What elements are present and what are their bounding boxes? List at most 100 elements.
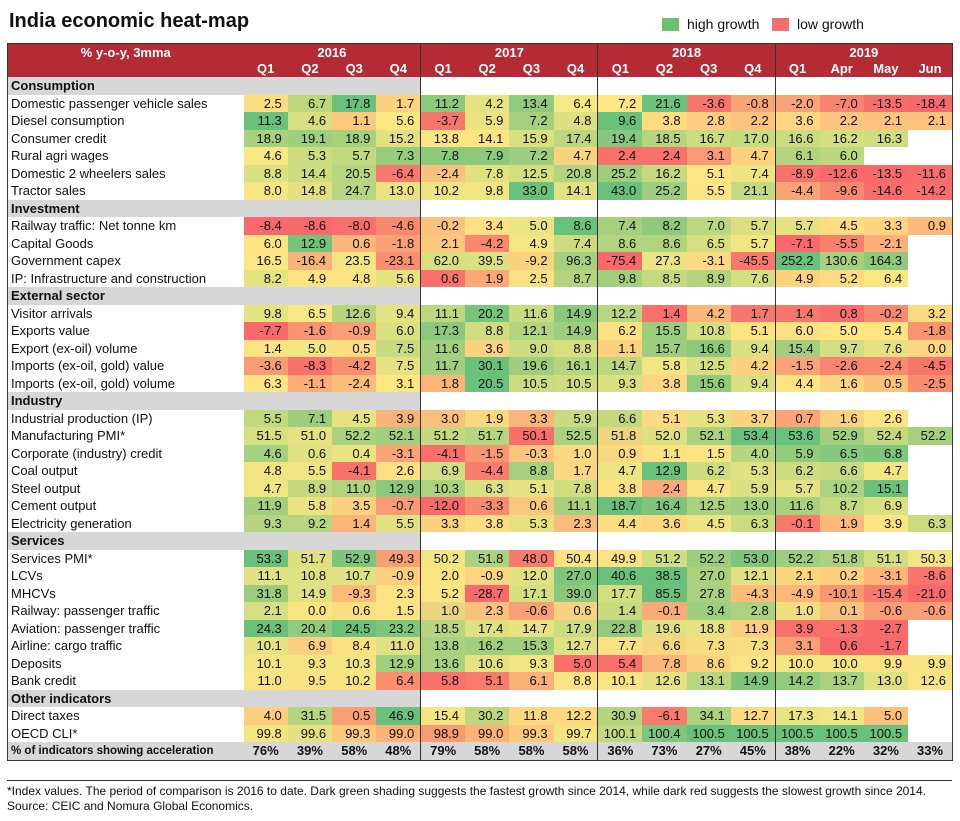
corner-blank: [7, 60, 244, 77]
heat-cell: 4.5: [332, 409, 377, 427]
heat-cell: 10.8: [686, 322, 731, 340]
heat-cell: 2.3: [553, 514, 598, 532]
section-gap-cell: [908, 689, 953, 707]
heat-cell: 7.8: [420, 147, 466, 165]
heat-cell: 7.4: [553, 234, 598, 252]
heat-cell: -15.4: [863, 584, 909, 602]
heat-cell: 20.8: [553, 164, 598, 182]
heat-cell: 6.2: [686, 462, 731, 480]
heat-cell: -3.6: [686, 94, 731, 112]
heat-cell: 3.4: [465, 217, 510, 235]
heat-cell: 7.2: [597, 94, 643, 112]
heat-cell: 16.4: [642, 497, 687, 515]
heat-cell: 3.3: [863, 217, 909, 235]
heat-cell: 39.5: [465, 252, 510, 270]
heat-cell: 17.8: [332, 94, 377, 112]
heat-cell: 2.1: [863, 112, 909, 130]
section-gap-cell: [730, 199, 776, 217]
heat-cell: -6.1: [642, 707, 687, 725]
heat-cell: 0.6: [332, 602, 377, 620]
heat-cell: 8.7: [553, 269, 598, 287]
heat-cell: 5.7: [730, 234, 776, 252]
section-gap-cell: [465, 532, 510, 550]
heat-cell: 11.2: [420, 94, 466, 112]
heat-cell: 4.2: [465, 94, 510, 112]
heat-cell: -14.2: [908, 182, 953, 200]
heat-cell: 7.6: [730, 269, 776, 287]
heat-cell: 17.1: [509, 584, 554, 602]
section-gap-cell: [332, 77, 377, 95]
section-header-row: Investment: [7, 199, 953, 217]
period-header: Q2: [642, 60, 687, 77]
heat-cell: 9.3: [509, 654, 554, 672]
heat-cell: 5.5: [686, 182, 731, 200]
heat-cell: 12.7: [730, 707, 776, 725]
heat-cell: 5.0: [819, 322, 864, 340]
heat-cell: 99.7: [553, 724, 598, 742]
heat-cell: 18.9: [332, 129, 377, 147]
indicator-row: Manufacturing PMI* 51.5 51.0 52.2 52.1 51.2 51…: [8, 427, 953, 445]
heat-cell: 5.1: [465, 672, 510, 690]
heat-cell: 3.8: [465, 514, 510, 532]
indicator-row: Imports (ex-oil, gold) value -3.6 -8.3 -4.2…: [8, 357, 953, 375]
heat-cell: 12.7: [553, 637, 598, 655]
heat-cell: 1.6: [819, 374, 864, 392]
section-gap-cell: [686, 287, 731, 305]
heat-cell: 100.5: [863, 724, 909, 742]
indicator-label: Industrial production (IP): [11, 410, 153, 426]
period-header: Q3: [686, 60, 731, 77]
heat-cell: 2.6: [376, 462, 421, 480]
heat-cell: 15.3: [509, 637, 554, 655]
heat-cell: -9.3: [332, 584, 377, 602]
heat-cell: 52.5: [553, 427, 598, 445]
heat-cell: [908, 637, 953, 655]
indicator-row: Exports value -7.7 -1.6 -0.9 6.0 17.3 8.8 12.1 1…: [8, 322, 953, 340]
heat-cell: -0.1: [642, 602, 687, 620]
heat-cell: 2.6: [863, 409, 909, 427]
heat-cell: 52.9: [332, 549, 377, 567]
section-gap-cell: [908, 199, 953, 217]
heat-cell: 1.4: [774, 304, 820, 322]
heat-cell: 51.5: [243, 427, 288, 445]
heat-cell: 6.7: [287, 94, 333, 112]
indicator-row: Visitor arrivals 9.8 6.5 12.6 9.4 11.1 20.2 11.…: [8, 304, 953, 322]
indicator-label: Visitor arrivals: [11, 305, 93, 321]
section-gap-cell: [509, 199, 554, 217]
section-gap-cell: [287, 689, 333, 707]
heat-cell: 0.0: [287, 602, 333, 620]
section-gap-cell: [774, 199, 820, 217]
indicator-label: Electricity generation: [11, 515, 132, 531]
heat-cell: 5.3: [686, 409, 731, 427]
heat-cell: -1.8: [376, 234, 421, 252]
indicator-row: Corporate (industry) credit 4.6 0.6 0.4 -3.1…: [8, 444, 953, 462]
section-gap-cell: [287, 392, 333, 410]
heat-cell: -45.5: [730, 252, 776, 270]
section-label: Investment: [7, 199, 244, 217]
heat-cell: 10.3: [332, 654, 377, 672]
heat-cell: 27.3: [642, 252, 687, 270]
heat-cell: 6.4: [553, 94, 598, 112]
heat-cell: 52.9: [819, 427, 864, 445]
section-gap-cell: [642, 287, 687, 305]
heat-cell: 3.0: [420, 409, 466, 427]
heat-cell: 8.8: [465, 322, 510, 340]
section-gap-cell: [686, 77, 731, 95]
heat-cell: -1.3: [819, 619, 864, 637]
heat-cell: 12.9: [376, 654, 421, 672]
heat-cell: 4.7: [686, 479, 731, 497]
heat-cell: 8.0: [243, 182, 288, 200]
heat-cell: -7.1: [774, 234, 820, 252]
heat-cell: 6.9: [420, 462, 466, 480]
heat-cell: 17.3: [420, 322, 466, 340]
heat-cell: 1.9: [465, 269, 510, 287]
heat-cell: 14.8: [287, 182, 333, 200]
indicator-label: OECD CLI*: [11, 725, 78, 741]
heat-cell: 21.6: [642, 94, 687, 112]
heat-cell: 9.8: [597, 269, 643, 287]
indicator-row: Electricity generation 9.3 9.2 1.4 5.5 3.3 3.8…: [8, 514, 953, 532]
section-gap-cell: [642, 392, 687, 410]
section-label: Consumption: [7, 77, 244, 95]
heat-cell: 12.0: [509, 567, 554, 585]
heat-cell: 4.5: [819, 217, 864, 235]
heat-cell: 51.8: [465, 549, 510, 567]
